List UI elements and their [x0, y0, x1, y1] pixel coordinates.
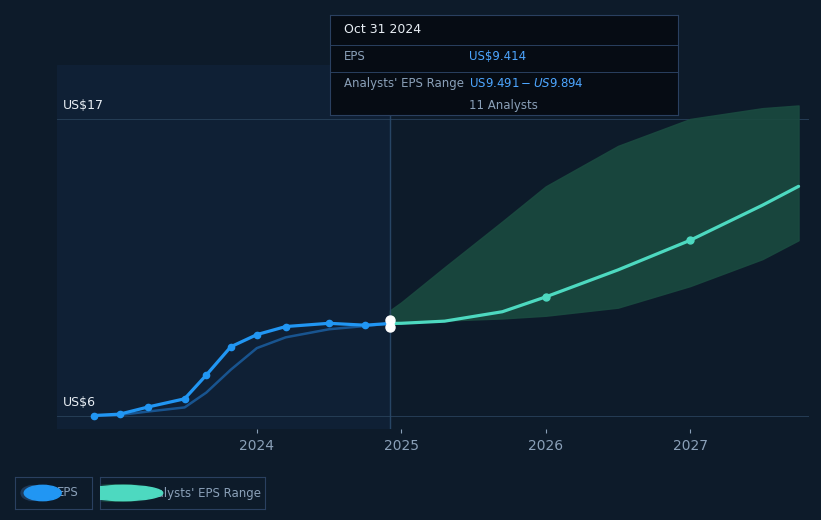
Circle shape	[84, 485, 163, 501]
Text: EPS: EPS	[344, 50, 365, 63]
Text: US$6: US$6	[63, 396, 96, 409]
Text: US$17: US$17	[63, 99, 104, 112]
Circle shape	[25, 485, 62, 501]
FancyBboxPatch shape	[21, 484, 48, 502]
Text: Analysts' EPS Range: Analysts' EPS Range	[344, 77, 464, 90]
Text: Analysts Forecasts: Analysts Forecasts	[396, 101, 511, 114]
Text: Analysts' EPS Range: Analysts' EPS Range	[141, 487, 261, 500]
Bar	[57, 65, 390, 429]
Text: US$9.414: US$9.414	[469, 50, 526, 63]
FancyBboxPatch shape	[87, 484, 149, 502]
Text: Oct 31 2024: Oct 31 2024	[344, 23, 421, 36]
Text: US$9.491 - US$9.894: US$9.491 - US$9.894	[469, 77, 584, 90]
Text: 11 Analysts: 11 Analysts	[469, 99, 538, 112]
Text: Actual: Actual	[345, 101, 384, 114]
Text: EPS: EPS	[57, 487, 79, 500]
